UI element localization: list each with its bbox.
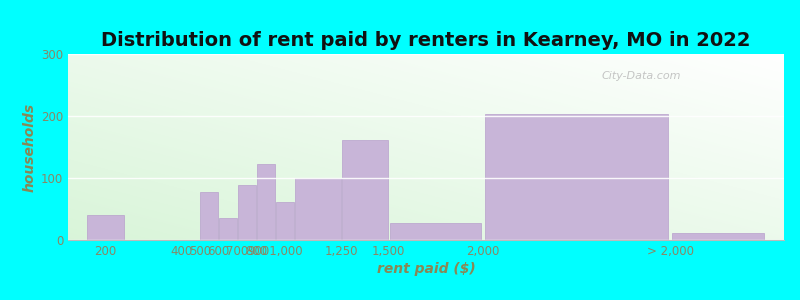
Bar [275,202,294,240]
Bar [200,192,218,240]
Title: Distribution of rent paid by renters in Kearney, MO in 2022: Distribution of rent paid by renters in … [102,31,750,50]
Bar [219,218,238,240]
Bar [390,223,481,240]
Bar [672,232,764,240]
Bar [238,185,256,240]
Bar [257,164,275,240]
Text: City-Data.com: City-Data.com [601,71,681,81]
Bar [342,140,388,240]
X-axis label: rent paid ($): rent paid ($) [377,262,475,276]
Bar [486,114,668,240]
Bar [295,178,341,240]
Bar [87,215,124,240]
Y-axis label: households: households [22,102,37,192]
